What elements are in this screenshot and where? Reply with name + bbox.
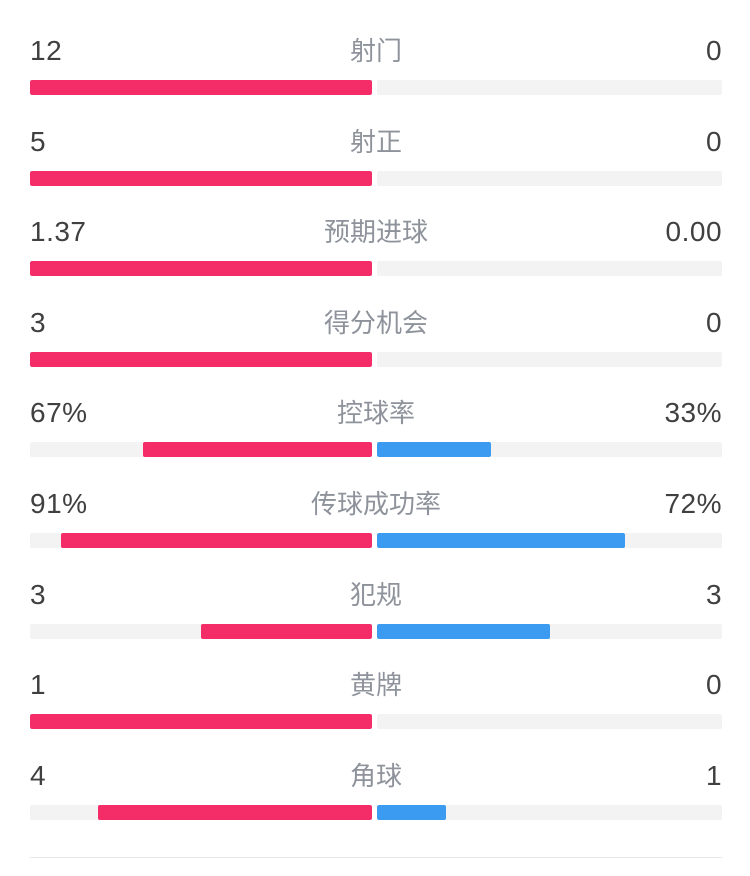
stat-row-fouls: 3 犯规 3	[30, 578, 723, 639]
away-bar-track	[377, 80, 722, 95]
stat-label: 预期进球	[324, 217, 429, 248]
away-value: 3	[705, 578, 723, 610]
stat-row-expected-goals: 1.37 预期进球 0.00	[30, 216, 723, 277]
home-bar-fill	[201, 623, 372, 639]
stat-row-pass-accuracy: 91% 传球成功率 72%	[30, 487, 723, 548]
away-value: 0	[705, 306, 723, 338]
home-value: 1.37	[30, 216, 87, 248]
home-value: 67%	[30, 397, 88, 429]
home-bar-fill	[30, 80, 372, 95]
home-bar-track	[30, 80, 372, 95]
away-bar-track	[377, 351, 722, 367]
home-value: 3	[30, 578, 47, 610]
home-bar-track	[30, 804, 372, 820]
stat-bar	[30, 532, 722, 548]
home-bar-fill	[142, 442, 372, 458]
away-bar-track	[377, 170, 722, 186]
away-bar-fill	[377, 442, 491, 458]
home-bar-fill	[30, 261, 372, 277]
stat-text: 3 得分机会 0	[30, 306, 723, 338]
stat-label: 控球率	[337, 398, 416, 429]
stat-label: 射正	[350, 126, 403, 157]
bottom-divider	[30, 856, 722, 858]
away-value: 0	[705, 125, 723, 157]
stat-bar	[30, 804, 722, 820]
stat-text: 1 黄牌 0	[30, 669, 723, 701]
away-value: 72%	[664, 487, 723, 519]
home-value: 3	[30, 306, 47, 338]
stat-bar	[30, 623, 722, 639]
stat-label: 角球	[350, 760, 403, 791]
stat-row-shots-on-target: 5 射正 0	[30, 125, 723, 186]
away-bar-track	[377, 532, 722, 548]
stat-bar	[30, 442, 722, 458]
away-bar-track	[377, 442, 722, 458]
away-value: 0.00	[665, 216, 723, 248]
away-bar-track	[377, 804, 722, 820]
home-bar-track	[30, 170, 372, 186]
away-value: 0	[705, 35, 723, 66]
stat-label: 传球成功率	[311, 488, 442, 519]
stat-text: 3 犯规 3	[30, 578, 723, 610]
home-bar-track	[30, 623, 372, 639]
away-bar-track	[377, 714, 722, 730]
stat-row-yellow-cards: 1 黄牌 0	[30, 669, 723, 730]
home-value: 1	[30, 669, 47, 701]
home-value: 5	[30, 125, 47, 157]
away-value: 33%	[664, 397, 723, 429]
stat-text: 67% 控球率 33%	[30, 397, 723, 429]
home-value: 91%	[30, 487, 88, 519]
stat-text: 1.37 预期进球 0.00	[30, 216, 723, 248]
stat-text: 12 射门 0	[30, 35, 723, 66]
stat-label: 黄牌	[350, 670, 403, 701]
home-bar-track	[30, 532, 372, 548]
home-bar-fill	[30, 351, 372, 367]
away-value: 1	[705, 759, 723, 791]
away-bar-fill	[377, 623, 550, 639]
stat-text: 5 射正 0	[30, 125, 723, 157]
home-bar-track	[30, 261, 372, 277]
stat-label: 犯规	[350, 579, 403, 610]
home-value: 12	[30, 35, 63, 66]
away-value: 0	[705, 669, 723, 701]
stat-bar	[30, 80, 722, 95]
away-bar-fill	[377, 804, 446, 820]
home-bar-track	[30, 351, 372, 367]
stat-bar	[30, 170, 722, 186]
home-bar-track	[30, 714, 372, 730]
home-bar-fill	[30, 170, 372, 186]
stat-label: 得分机会	[324, 307, 429, 338]
stat-text: 4 角球 1	[30, 759, 723, 791]
away-bar-track	[377, 261, 722, 277]
stat-row-corners: 4 角球 1	[30, 759, 723, 820]
away-bar-track	[377, 623, 722, 639]
stat-bar	[30, 714, 722, 730]
stat-row-possession: 67% 控球率 33%	[30, 397, 723, 458]
away-bar-fill	[377, 532, 626, 548]
home-bar-track	[30, 442, 372, 458]
stat-label: 射门	[350, 36, 403, 66]
home-bar-fill	[98, 804, 372, 820]
home-bar-fill	[30, 714, 372, 730]
stat-bar	[30, 351, 722, 367]
stat-text: 91% 传球成功率 72%	[30, 487, 723, 519]
stat-row-shots: 12 射门 0	[30, 37, 722, 95]
home-value: 4	[30, 759, 47, 791]
home-bar-fill	[60, 532, 372, 548]
match-stats-panel: 12 射门 0 5 射正 0 1.37 预期进球 0.00	[30, 37, 723, 858]
stat-bar	[30, 261, 722, 277]
stat-row-big-chances: 3 得分机会 0	[30, 306, 723, 367]
